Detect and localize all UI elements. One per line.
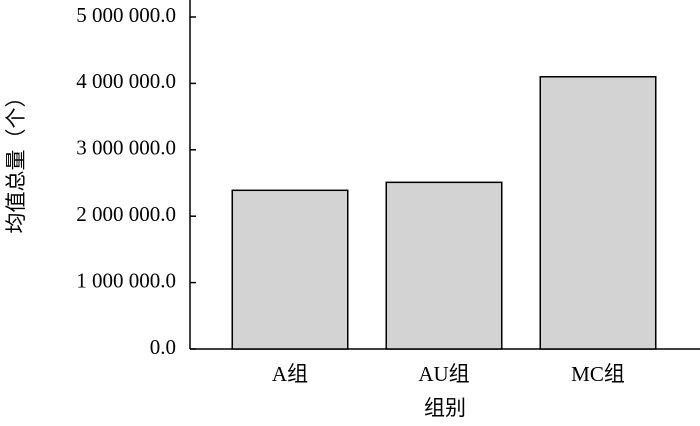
y-axis-title: 均值总量（个） <box>4 87 28 234</box>
y-tick-label: 0.0 <box>150 335 176 359</box>
x-axis-title: 组别 <box>424 396 466 420</box>
x-tick-label: AU组 <box>418 362 469 386</box>
bar <box>385 181 503 350</box>
bar <box>539 76 657 350</box>
x-tick-label: MC组 <box>571 362 625 386</box>
y-tick-label: 3 000 000.0 <box>76 136 176 160</box>
bar <box>231 189 349 350</box>
y-tick-label: 4 000 000.0 <box>76 69 176 93</box>
y-tick-label: 1 000 000.0 <box>76 268 176 292</box>
y-tick-label: 2 000 000.0 <box>76 202 176 226</box>
y-tick-label: 5 000 000.0 <box>76 3 176 27</box>
x-tick-label: A组 <box>272 362 308 386</box>
